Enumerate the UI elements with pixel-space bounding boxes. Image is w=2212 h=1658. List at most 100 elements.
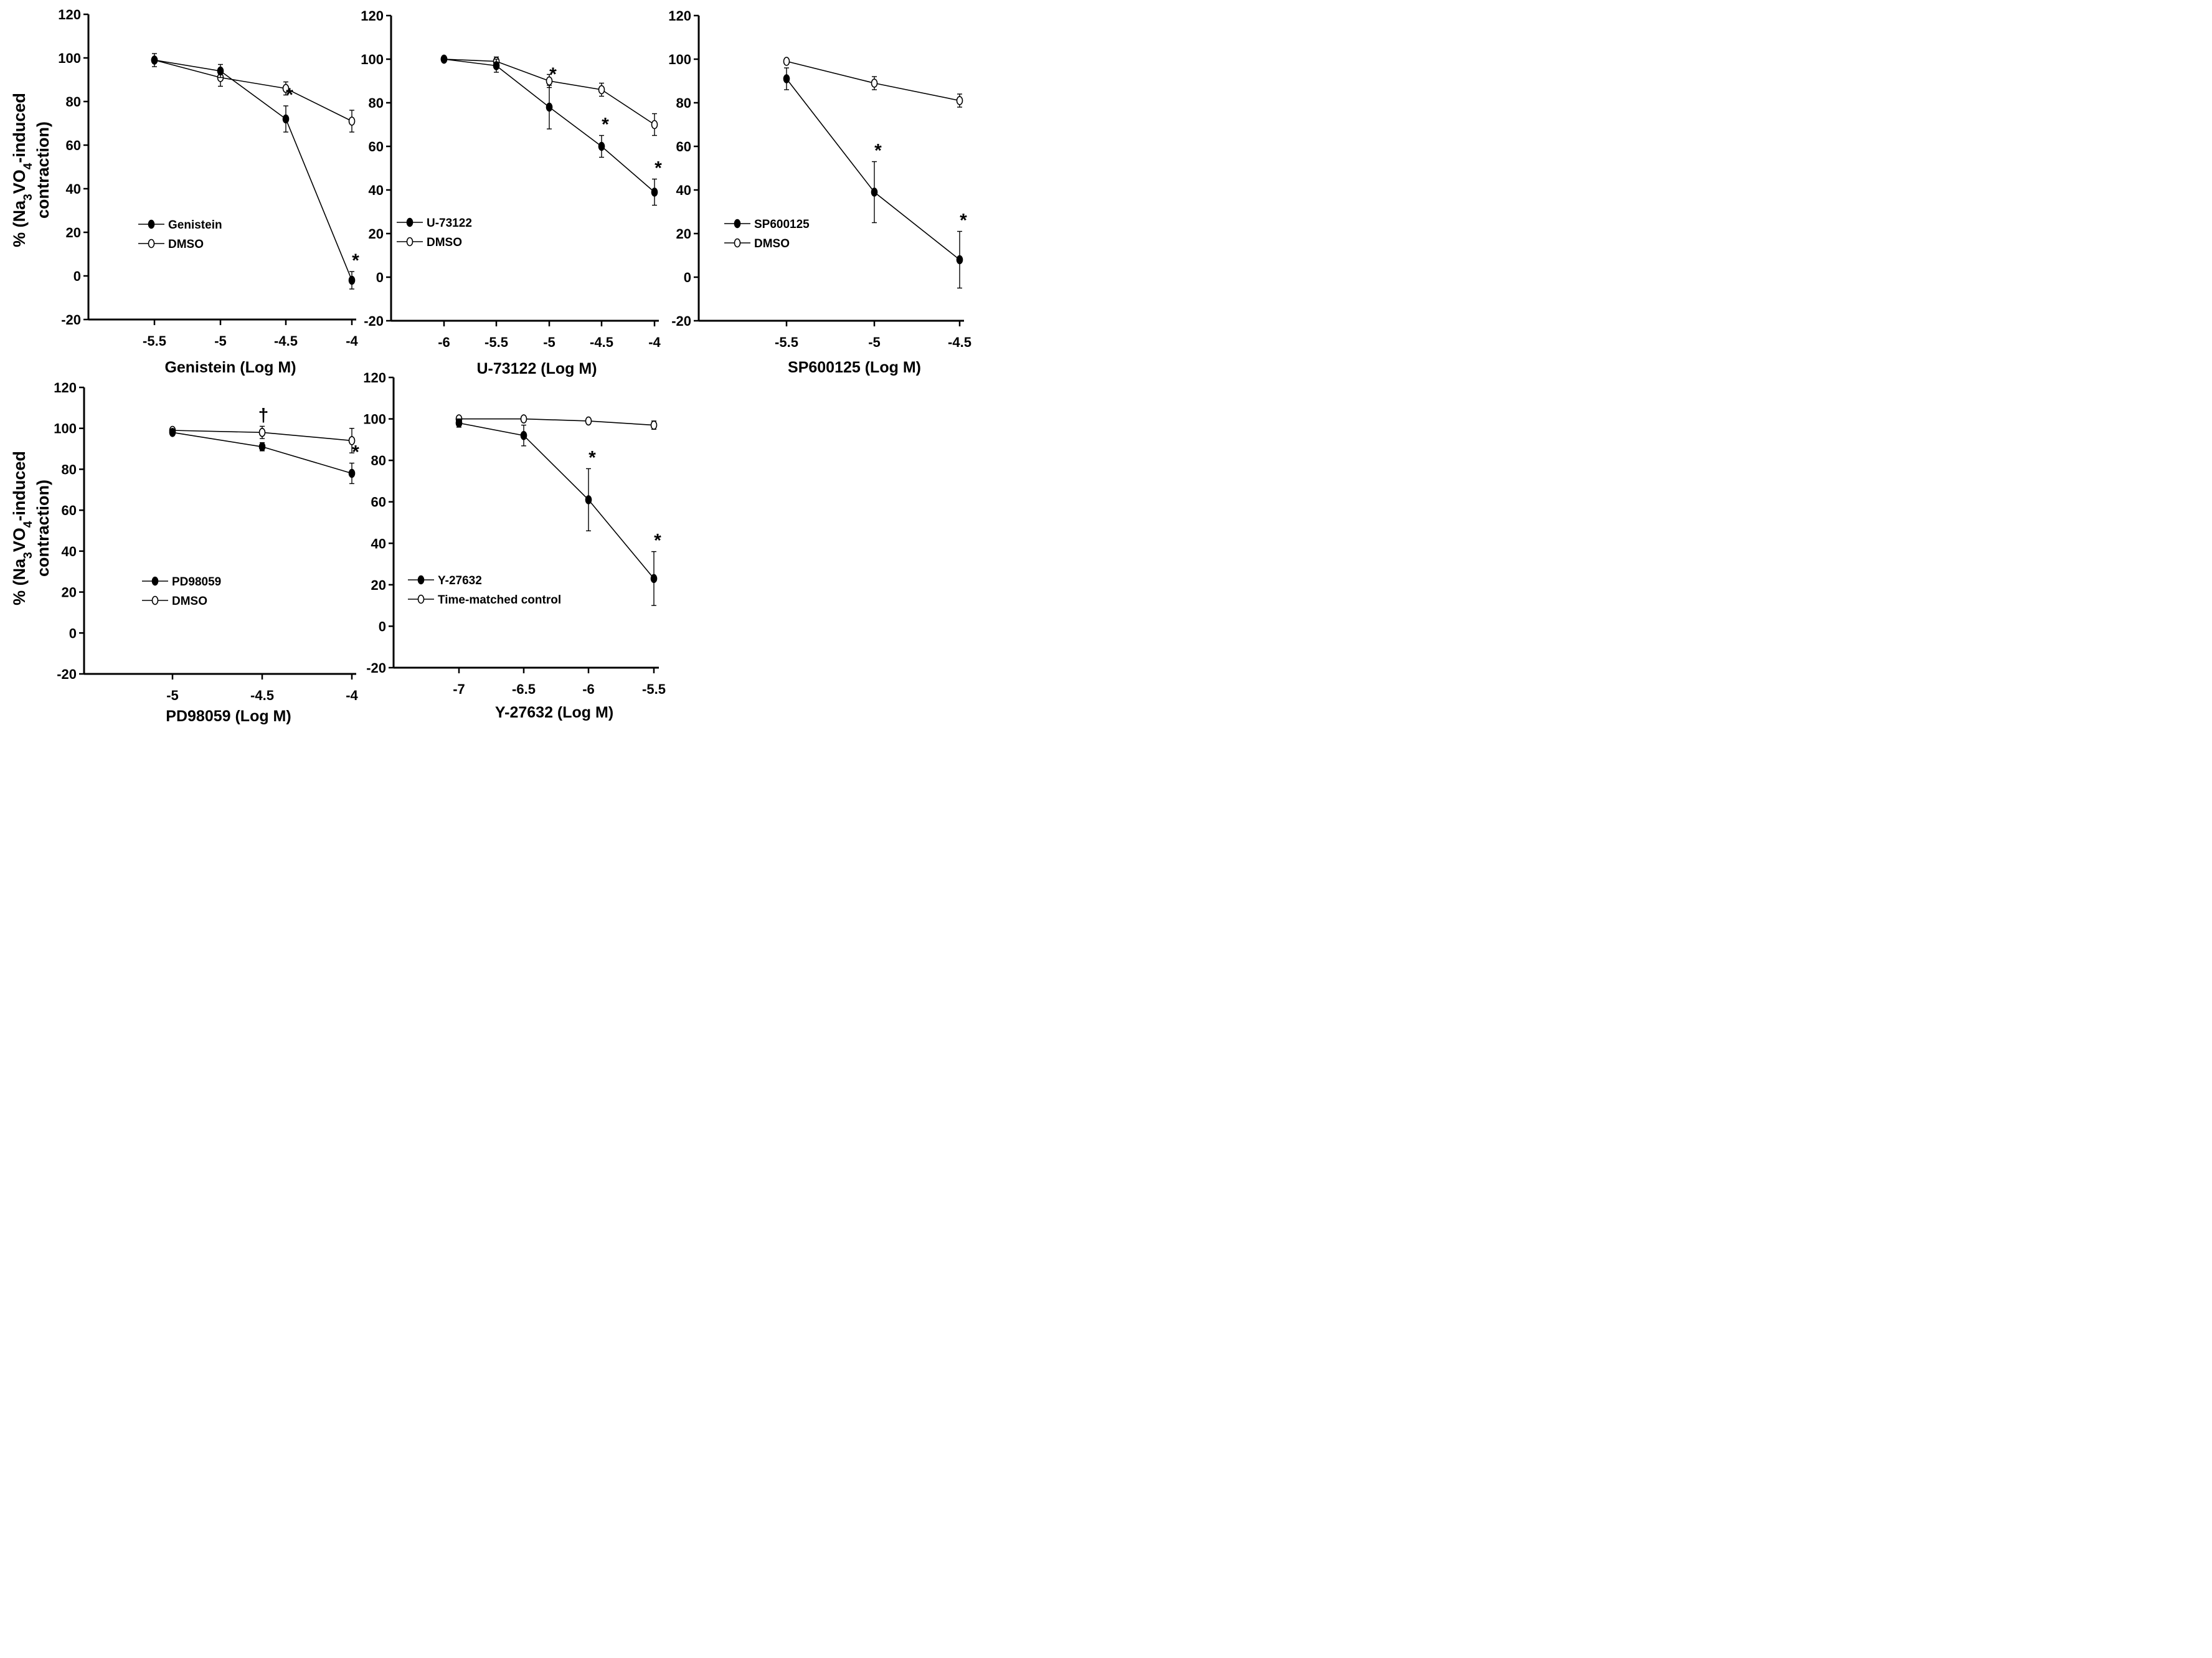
data-point-filled <box>348 275 356 285</box>
legend-marker-filled <box>151 576 159 586</box>
y-tick-label: 0 <box>379 618 386 634</box>
legend-label: Time-matched control <box>438 594 561 607</box>
y-tick-label: 0 <box>684 270 691 285</box>
x-tick-label: -4.5 <box>948 334 971 350</box>
y-tick-label: 20 <box>66 225 81 240</box>
y-axis-title-bottom-line2: contraction) <box>34 480 52 577</box>
data-point-filled <box>650 574 658 584</box>
y-tick-label: 40 <box>371 536 386 551</box>
data-point-open <box>520 414 527 424</box>
legend-marker-filled <box>734 219 741 229</box>
chart-panel-3: -20 0 20 40 60 80 100 120 -5.5 -5 -4.5 SP600125 (Lo… <box>668 8 971 376</box>
data-point-filled <box>258 442 266 452</box>
x-tick-label: -4 <box>346 688 358 703</box>
chart-panel-1: -20 0 20 40 60 80 100 120 -5.5 -5 -4.5 -4 Genistein … <box>58 7 359 376</box>
y-tick-label: 0 <box>73 268 81 284</box>
y-tick-label: 40 <box>66 181 81 197</box>
data-point-filled <box>520 430 527 440</box>
significance-dagger: † <box>258 405 269 425</box>
legend-marker-open <box>148 239 155 249</box>
significance-asterisk: * <box>286 85 293 105</box>
legend-marker-filled <box>406 217 414 227</box>
significance-asterisk: * <box>602 115 609 135</box>
legend-label: SP600125 <box>754 218 810 231</box>
data-point-open <box>650 420 658 430</box>
x-tick-label: -7 <box>453 681 465 697</box>
legend-label: DMSO <box>168 238 204 251</box>
significance-asterisk: * <box>655 158 662 179</box>
y-tick-label: 120 <box>58 7 81 22</box>
x-tick-label: -4.5 <box>250 688 274 703</box>
x-axis-title: U-73122 (Log M) <box>476 360 597 377</box>
data-point-filled <box>169 427 176 437</box>
x-axis-title: SP600125 (Log M) <box>788 359 921 376</box>
legend-label: PD98059 <box>172 576 221 589</box>
y-tick-label: 80 <box>676 95 691 111</box>
data-point-open <box>585 416 592 426</box>
y-tick-label: 60 <box>66 138 81 153</box>
y-tick-label: 80 <box>66 94 81 110</box>
data-point-filled <box>440 54 448 64</box>
legend: U-73122 DMSO <box>397 217 472 249</box>
y-axis-title-top-line2: contraction) <box>34 121 52 219</box>
significance-asterisk: * <box>654 531 661 551</box>
x-tick-label: -4.5 <box>274 333 298 349</box>
y-tick-label: 120 <box>668 8 691 24</box>
data-point-open <box>871 78 878 88</box>
data-point-open <box>258 427 266 437</box>
x-tick-label: -5 <box>214 333 227 349</box>
data-point-filled <box>282 114 290 124</box>
series-line-time-matched-control <box>459 418 655 426</box>
x-axis-title: Y-27632 (Log M) <box>495 704 613 721</box>
series-line-genistein <box>154 59 352 281</box>
data-point-filled <box>348 468 356 478</box>
y-tick-label: -20 <box>671 313 691 329</box>
series-line-dmso <box>154 59 352 122</box>
x-tick-label: -6.5 <box>512 681 536 697</box>
x-axis-title: PD98059 (Log M) <box>166 708 291 725</box>
y-tick-label: 80 <box>62 462 77 477</box>
y-tick-label: -20 <box>61 312 81 328</box>
x-tick-label: -5 <box>543 334 555 350</box>
data-point-filled <box>871 187 878 197</box>
y-tick-label: 120 <box>363 370 386 386</box>
legend-marker-open <box>406 237 414 247</box>
y-tick-label: 120 <box>54 380 77 396</box>
data-point-filled <box>783 74 790 83</box>
data-point-open <box>348 116 356 126</box>
y-tick-label: -20 <box>366 660 386 676</box>
y-tick-label: 0 <box>69 625 77 641</box>
significance-asterisk: * <box>960 211 967 231</box>
data-point-filled <box>217 66 224 76</box>
legend-marker-filled <box>148 219 155 229</box>
legend: PD98059 DMSO <box>142 576 221 608</box>
y-tick-label: 40 <box>676 182 691 198</box>
significance-asterisk: * <box>352 250 359 271</box>
legend-label: DMSO <box>754 237 790 250</box>
x-tick-label: -4 <box>648 334 661 350</box>
y-tick-label: 20 <box>371 577 386 593</box>
x-tick-label: -4 <box>346 333 358 349</box>
y-tick-label: 60 <box>62 503 77 518</box>
data-point-filled <box>956 255 963 265</box>
data-point-open <box>598 85 605 95</box>
x-tick-label: -5 <box>868 334 881 350</box>
x-tick-label: -5.5 <box>642 681 666 697</box>
chart-panel-5: -20 0 20 40 60 80 100 120 -7 -6.5 -6 -5.5 Y-27632 (L… <box>363 370 666 721</box>
y-tick-label: -20 <box>364 313 384 329</box>
legend: Y-27632 Time-matched control <box>408 574 561 607</box>
x-tick-label: -5.5 <box>775 334 798 350</box>
series-line-sp600125 <box>786 78 960 260</box>
y-tick-label: 60 <box>369 139 384 154</box>
y-tick-label: 80 <box>371 453 386 468</box>
data-point-open <box>783 57 790 66</box>
chart-panel-2: -20 0 20 40 60 80 100 120 -6 -5.5 -5 -4.5 -4 U-73122 … <box>361 8 662 377</box>
legend: Genistein DMSO <box>138 219 222 251</box>
y-tick-label: 80 <box>369 95 384 111</box>
y-tick-label: 60 <box>371 495 386 510</box>
x-tick-label: -5.5 <box>143 333 166 349</box>
data-point-filled <box>598 141 605 151</box>
panels: -20 0 20 40 60 80 100 120 -5.5 -5 -4.5 -4 Genistein … <box>54 7 971 725</box>
significance-asterisk: * <box>352 442 359 463</box>
data-point-filled <box>585 495 592 505</box>
